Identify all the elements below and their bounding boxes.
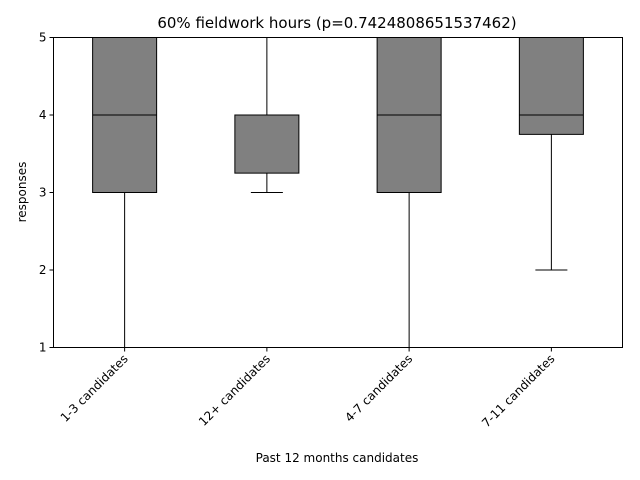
y-axis: 1 2 3 4 5: [39, 31, 54, 355]
x-tick-label: 7-11 candidates: [479, 352, 557, 430]
box-group: [376, 37, 442, 348]
box-group: [518, 37, 584, 271]
x-tick-label: 4-7 candidates: [342, 352, 415, 425]
y-tick-label: 4: [39, 108, 47, 122]
y-tick-label: 5: [39, 31, 47, 45]
box-iqr: [518, 37, 584, 135]
box-group: [92, 37, 158, 348]
box-group: [234, 37, 300, 193]
y-tick-label: 3: [39, 186, 47, 200]
chart-title: 60% fieldwork hours (p=0.742480865153746…: [157, 14, 516, 32]
y-tick-label: 1: [39, 341, 47, 355]
x-tick-label: 12+ candidates: [196, 352, 273, 429]
x-axis-label: Past 12 months candidates: [256, 451, 419, 465]
y-tick-label: 2: [39, 263, 47, 277]
plot-area: [92, 37, 584, 348]
x-axis: 1-3 candidates 12+ candidates 4-7 candidat…: [58, 347, 557, 430]
y-axis-label: responses: [15, 162, 29, 223]
box-iqr: [234, 114, 300, 174]
x-tick-label: 1-3 candidates: [58, 352, 131, 425]
